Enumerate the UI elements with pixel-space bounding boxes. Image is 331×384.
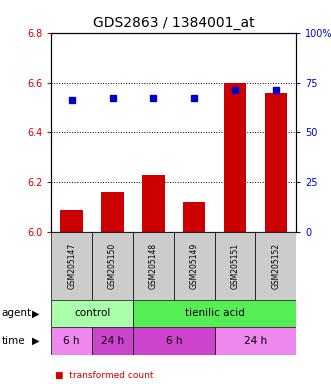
Bar	[142, 175, 165, 232]
Bar	[133, 300, 296, 327]
Text: 24 h: 24 h	[244, 336, 267, 346]
Bar	[61, 210, 83, 232]
Text: tienilic acid: tienilic acid	[185, 308, 245, 318]
Text: ▶: ▶	[32, 336, 40, 346]
Bar	[214, 232, 256, 300]
Bar	[51, 300, 133, 327]
Bar	[101, 192, 124, 232]
Bar	[183, 202, 206, 232]
Bar	[224, 83, 246, 232]
Bar	[133, 232, 174, 300]
Title: GDS2863 / 1384001_at: GDS2863 / 1384001_at	[93, 16, 255, 30]
Text: control: control	[74, 308, 110, 318]
Bar	[214, 327, 296, 355]
Bar	[51, 327, 92, 355]
Bar	[256, 232, 296, 300]
Bar	[51, 232, 92, 300]
Text: ■  transformed count: ■ transformed count	[55, 371, 153, 381]
Text: GSM205151: GSM205151	[230, 243, 240, 289]
Text: GSM205150: GSM205150	[108, 243, 117, 289]
Bar	[92, 232, 133, 300]
Bar	[264, 93, 287, 232]
Text: GSM205149: GSM205149	[190, 243, 199, 289]
Bar	[133, 327, 214, 355]
Bar	[92, 327, 133, 355]
Text: agent: agent	[2, 308, 32, 318]
Bar	[174, 232, 214, 300]
Text: time: time	[2, 336, 25, 346]
Text: 6 h: 6 h	[166, 336, 182, 346]
Text: 6 h: 6 h	[64, 336, 80, 346]
Text: ▶: ▶	[32, 308, 40, 318]
Text: GSM205152: GSM205152	[271, 243, 280, 289]
Text: GSM205148: GSM205148	[149, 243, 158, 289]
Text: GSM205147: GSM205147	[67, 243, 76, 289]
Text: 24 h: 24 h	[101, 336, 124, 346]
